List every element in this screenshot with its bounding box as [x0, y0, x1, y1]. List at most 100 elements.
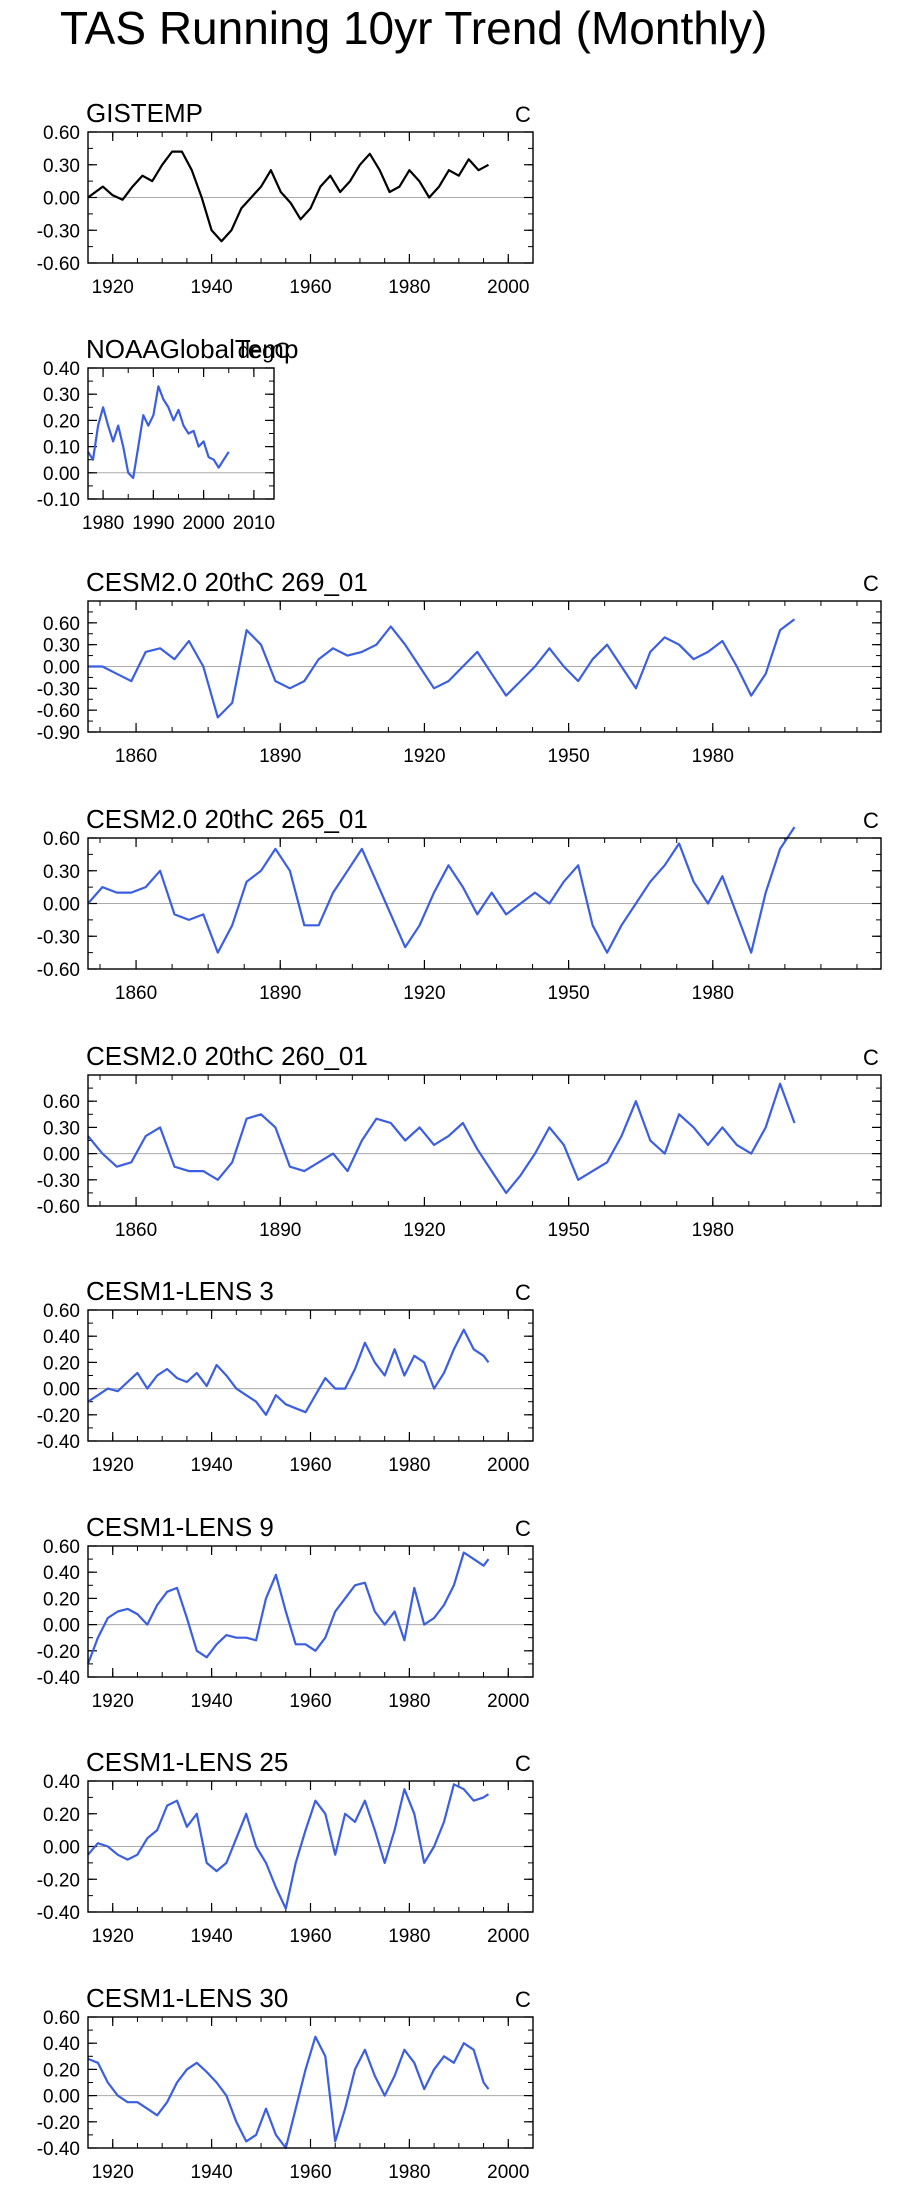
y-tick-label: -0.30: [37, 927, 80, 948]
panel-title: CESM2.0 20thC 260_01: [86, 1041, 368, 1071]
series-line: [87, 1783, 490, 1910]
y-tick-label: -0.40: [37, 1432, 80, 1453]
y-tick-label: -0.60: [37, 701, 80, 722]
x-tick-label: 1920: [92, 277, 134, 298]
y-tick-label: 0.40: [43, 2034, 80, 2055]
y-tick-label: -0.20: [37, 1406, 80, 1427]
x-tick-label: 1920: [403, 746, 445, 767]
panel-title: GISTEMP: [86, 98, 203, 128]
panel-title: CESM1-LENS 25: [86, 1747, 288, 1777]
x-tick-label: 1860: [115, 746, 157, 767]
y-tick-label: -0.20: [37, 1870, 80, 1891]
y-tick-label: 0.40: [43, 1772, 80, 1793]
panel-8: CESM1-LENS 25 C -0.40 -0.20 0.00 0.20 0.40 1920…: [37, 1747, 534, 1947]
x-tick-label: 1960: [289, 2162, 331, 2183]
x-tick-label: 1860: [115, 983, 157, 1004]
y-tick-label: -0.30: [37, 221, 80, 242]
y-tick-label: 0.00: [43, 895, 80, 916]
plot-frame: [87, 1309, 534, 1442]
panel-9: CESM1-LENS 30 C -0.40 -0.20 0.00 0.20 0.40 0.60…: [37, 1983, 534, 2183]
panel-6: CESM1-LENS 3 C -0.40 -0.20 0.00 0.20 0.40 0.60 1…: [37, 1276, 534, 1476]
x-tick-label: 1920: [92, 1455, 134, 1476]
plot-frame: [87, 1780, 534, 1913]
y-tick-label: -0.40: [37, 1903, 80, 1924]
x-tick-label: 1960: [289, 1691, 331, 1712]
series-line: [87, 1082, 796, 1195]
y-tick-label: 0.20: [43, 1589, 80, 1610]
x-tick-label: 1920: [92, 1691, 134, 1712]
panel-4: CESM2.0 20thC 265_01 C -0.60 -0.30 0.00 0.30 0…: [37, 804, 882, 1004]
y-tick-label: 0.60: [43, 1092, 80, 1113]
y-tick-label: 0.40: [43, 359, 80, 380]
series-line: [86, 1551, 490, 1665]
panel-5: CESM2.0 20thC 260_01 C -0.60 -0.30 0.00 0.30 0…: [37, 1041, 882, 1241]
x-tick-label: 1920: [92, 2162, 134, 2183]
panel-title: NOAAGlobalTemp: [86, 334, 298, 364]
series-line: [87, 385, 230, 480]
series-line: [87, 2035, 490, 2150]
x-tick-label: 2010: [233, 513, 275, 534]
series-line: [87, 150, 490, 243]
y-tick-label: -0.60: [37, 254, 80, 275]
y-tick-label: 0.60: [43, 1537, 80, 1558]
panel-3: CESM2.0 20thC 269_01 C -0.90-0.60-0.300.00…: [37, 567, 882, 767]
y-tick-label: 0.00: [43, 2087, 80, 2108]
panel-units: C: [515, 1987, 531, 2012]
x-tick-label: 2000: [487, 1926, 529, 1947]
panel-units: C: [515, 1516, 531, 1541]
y-tick-label: 0.00: [43, 1616, 80, 1637]
x-tick-label: 1980: [388, 1455, 430, 1476]
plot-frame: [87, 1545, 534, 1678]
y-tick-label: 0.00: [43, 1145, 80, 1166]
x-tick-label: 1990: [132, 513, 174, 534]
series-line: [87, 1328, 490, 1416]
panel-units: C: [863, 1045, 879, 1070]
x-tick-label: 1890: [259, 746, 301, 767]
plot-frame: [87, 131, 534, 264]
x-tick-label: 1940: [190, 1926, 232, 1947]
y-tick-label: 0.40: [43, 1327, 80, 1348]
panel-units: C: [515, 102, 531, 127]
x-tick-label: 1980: [388, 1926, 430, 1947]
y-tick-label: 0.60: [43, 829, 80, 850]
x-tick-label: 1960: [289, 277, 331, 298]
y-tick-label: -0.30: [37, 679, 80, 700]
x-tick-label: 1950: [547, 1220, 589, 1241]
x-tick-label: 1980: [692, 746, 734, 767]
y-tick-label: -0.40: [37, 2139, 80, 2160]
y-tick-label: 0.60: [43, 123, 80, 144]
x-tick-label: 1980: [388, 277, 430, 298]
y-tick-label: -0.10: [37, 490, 80, 511]
panel-1: GISTEMP C -0.60 -0.30 0.00 0.30 0.60 1920 1940 19…: [37, 98, 534, 298]
y-tick-label: -0.40: [37, 1668, 80, 1689]
y-tick-label: 0.30: [43, 862, 80, 883]
x-tick-label: 1960: [289, 1455, 331, 1476]
y-tick-label: 0.00: [43, 1380, 80, 1401]
x-tick-label: 1940: [190, 1455, 232, 1476]
y-tick-label: -0.20: [37, 2113, 80, 2134]
x-tick-label: 1860: [115, 1220, 157, 1241]
x-tick-label: 2000: [487, 1455, 529, 1476]
panel-title: CESM2.0 20thC 269_01: [86, 567, 368, 597]
panel-title: CESM1-LENS 3: [86, 1276, 274, 1306]
y-tick-label: 0.00: [43, 658, 80, 679]
plot-frame: [87, 837, 882, 970]
x-tick-label: 1920: [403, 983, 445, 1004]
x-tick-label: 1940: [190, 2162, 232, 2183]
y-tick-label: 0.60: [43, 614, 80, 635]
x-tick-label: 1980: [692, 983, 734, 1004]
figure-title: TAS Running 10yr Trend (Monthly): [60, 2, 767, 54]
panel-units: C: [515, 1751, 531, 1776]
x-tick-label: 2000: [487, 2162, 529, 2183]
x-tick-label: 1920: [403, 1220, 445, 1241]
x-tick-label: 1890: [259, 1220, 301, 1241]
plot-frame: [87, 600, 882, 733]
y-tick-label: 0.20: [43, 1805, 80, 1826]
y-tick-label: 0.30: [43, 156, 80, 177]
x-tick-label: 1980: [82, 513, 124, 534]
x-tick-label: 1980: [692, 1220, 734, 1241]
y-tick-label: 0.00: [43, 464, 80, 485]
